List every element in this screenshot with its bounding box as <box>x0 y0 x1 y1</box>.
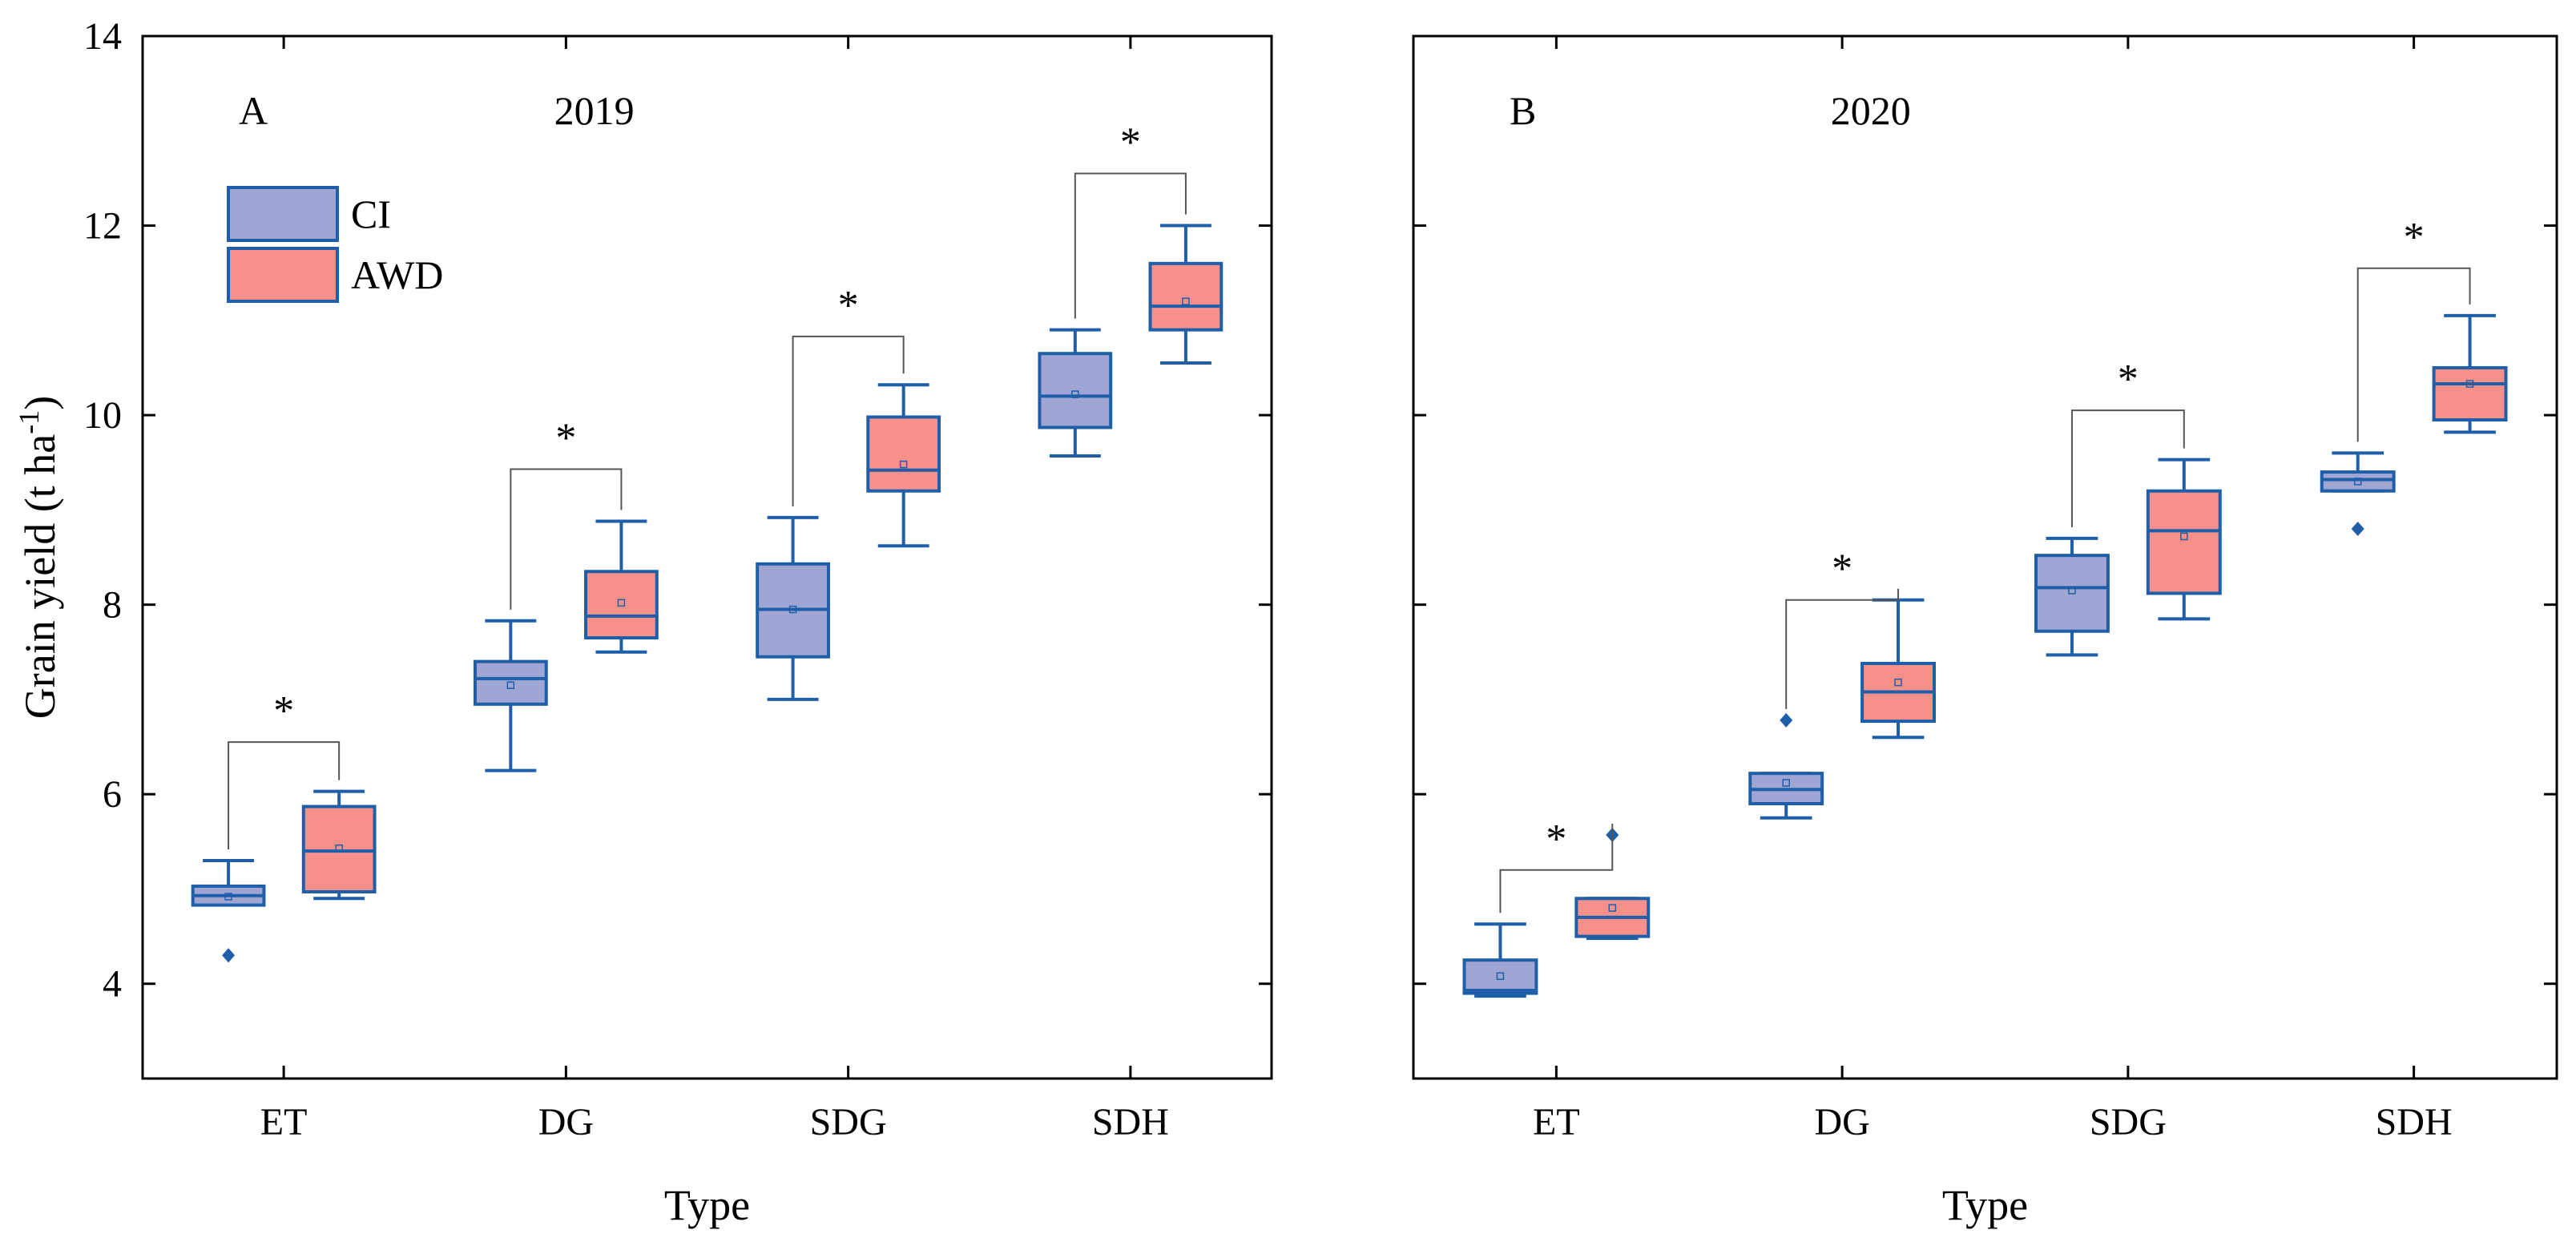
panel-a: 4 6 8 10 12 14 ET DG SDG SDH Type Grain yield (t ha… <box>13 15 1273 1229</box>
y-tick-label: 6 <box>103 773 122 816</box>
box-awd <box>301 804 377 894</box>
panel-year: 2019 <box>554 88 635 133</box>
mean-marker <box>1071 390 1079 398</box>
significance-star: * <box>2118 357 2139 402</box>
mean-marker <box>617 599 626 607</box>
y-axis-title-sup: -1 <box>13 410 45 434</box>
mean-marker <box>335 844 343 853</box>
x-axis-title: Type <box>1942 1181 2028 1229</box>
significance-star: * <box>273 688 294 734</box>
mean-marker <box>1782 779 1790 787</box>
box-ci <box>2320 470 2396 493</box>
mean-marker <box>506 681 515 689</box>
outlier-point <box>2351 522 2364 537</box>
legend-label: CI <box>351 192 391 236</box>
box-ci <box>1462 958 1538 995</box>
significance-bracket <box>1499 824 1614 913</box>
significance-star: * <box>1120 119 1141 165</box>
significance-bracket <box>1074 172 1187 319</box>
box-awd <box>866 415 941 493</box>
mean-marker <box>2465 380 2474 388</box>
category-label: SDG <box>810 1101 887 1143</box>
category-label: ET <box>260 1101 308 1143</box>
panel-label: B <box>1510 88 1536 133</box>
mean-marker <box>1894 678 1902 687</box>
mean-marker <box>1608 904 1617 912</box>
outlier-point <box>222 948 236 963</box>
significance-star: * <box>1546 817 1566 862</box>
significance-bracket <box>2070 409 2185 527</box>
category-label: SDG <box>2090 1101 2167 1143</box>
outlier-point <box>1780 712 1793 728</box>
mean-marker <box>2068 587 2076 595</box>
box-awd <box>2146 489 2222 595</box>
y-axis-title: Grain yield (t ha-1) <box>13 396 64 719</box>
box-awd <box>2432 365 2508 422</box>
y-tick-label: 10 <box>83 394 122 437</box>
y-tick-label: 14 <box>83 15 122 58</box>
significance-star: * <box>1832 546 1852 592</box>
plot-frame <box>141 34 1273 1080</box>
mean-marker <box>224 893 232 901</box>
panel-year: 2020 <box>1831 88 1911 133</box>
box-ci <box>473 659 548 706</box>
significance-bracket <box>1785 588 1900 709</box>
category-label: DG <box>1814 1101 1869 1143</box>
y-tick-label: 12 <box>83 205 122 248</box>
mean-marker <box>899 460 908 469</box>
significance-bracket <box>510 468 623 610</box>
significance-star: * <box>2404 215 2425 260</box>
significance-star: * <box>838 283 859 329</box>
box-awd <box>584 570 659 640</box>
category-label: ET <box>1533 1101 1580 1143</box>
category-label: SDH <box>2376 1101 2453 1143</box>
legend-label: AWD <box>351 252 443 297</box>
significance-bracket <box>792 335 905 506</box>
legend-swatch-awd <box>227 247 339 303</box>
significance-bracket <box>2356 267 2471 442</box>
mean-marker <box>2353 478 2362 486</box>
panel-b: ET DG SDG SDH Type B 2020 * * * * <box>1412 34 2558 1229</box>
mean-marker <box>1496 972 1505 981</box>
y-axis-title-main: Grain yield (t ha <box>16 434 64 719</box>
mean-marker <box>788 605 797 614</box>
category-label: DG <box>538 1101 594 1143</box>
box-ci <box>1038 352 1113 429</box>
box-awd <box>1148 261 1223 332</box>
panel-label: A <box>239 88 268 133</box>
y-tick-label: 4 <box>103 963 122 1006</box>
plot-frame <box>1412 34 2558 1080</box>
mean-marker <box>1182 297 1190 305</box>
mean-marker <box>2180 532 2188 541</box>
y-axis-title-close: ) <box>16 396 64 410</box>
significance-star: * <box>555 416 576 462</box>
significance-bracket <box>228 741 341 849</box>
legend-swatch-ci <box>227 186 339 242</box>
x-axis-title: Type <box>664 1181 750 1229</box>
category-label: SDH <box>1092 1101 1169 1143</box>
y-tick-label: 8 <box>103 584 122 627</box>
